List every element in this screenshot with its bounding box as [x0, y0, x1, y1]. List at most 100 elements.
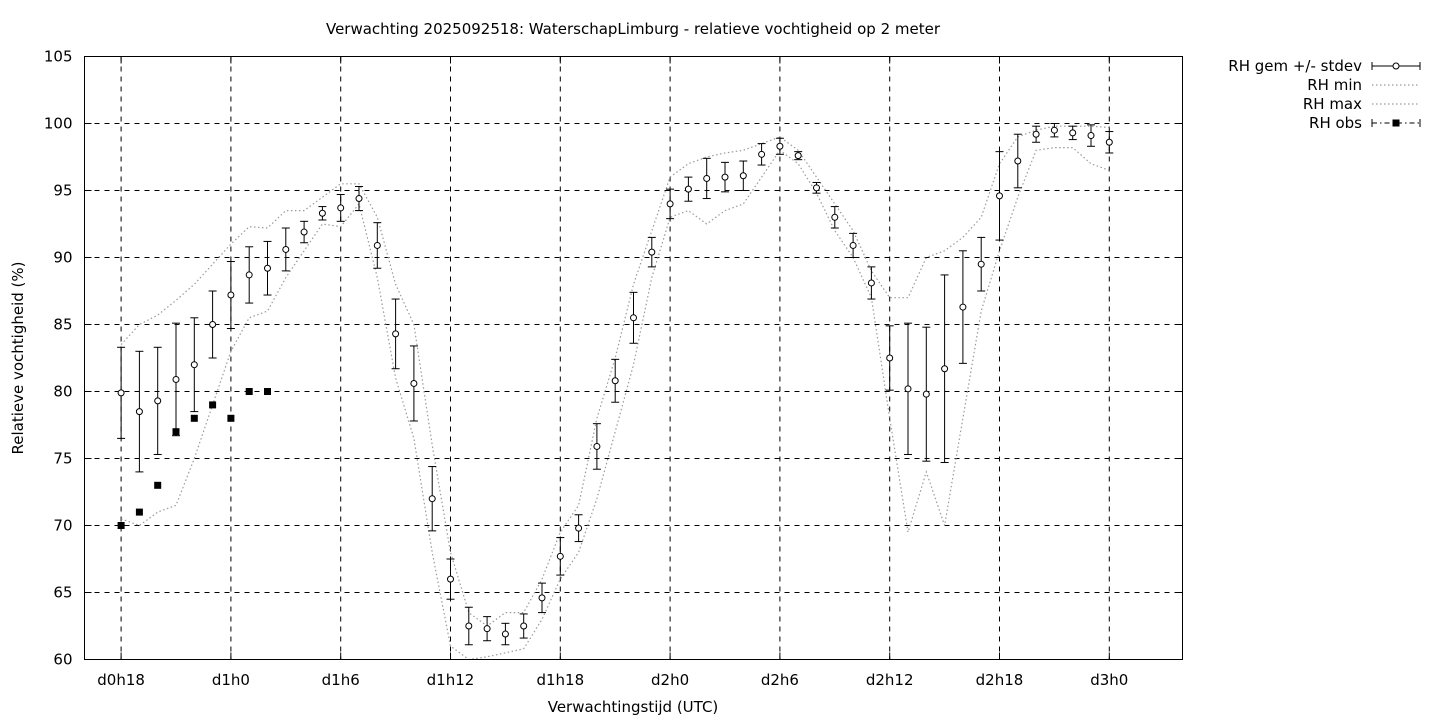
- mean-point: [1087, 132, 1095, 140]
- mean-point: [264, 264, 271, 272]
- mean-point: [959, 303, 967, 311]
- legend-mean-marker: [1392, 62, 1400, 70]
- mean-point: [703, 174, 711, 182]
- mean-point: [410, 379, 418, 387]
- mean-point: [520, 622, 528, 630]
- axis-ticks: 60 65 70 75 80 85 90 95 100 105 d0h18 d1h0 d1h6 d1h12…: [44, 48, 1183, 689]
- mean-point: [392, 330, 400, 338]
- mean-point: [648, 248, 656, 256]
- mean-point: [630, 314, 637, 322]
- legend-obs-marker: [1392, 119, 1400, 127]
- mean-point: [172, 375, 180, 383]
- legend-label: RH gem +/- stdev: [1228, 57, 1362, 75]
- x-tick-label: d1h6: [322, 671, 360, 689]
- mean-point: [1014, 157, 1022, 165]
- mean-point: [245, 271, 253, 279]
- mean-point: [721, 173, 729, 181]
- mean-point: [794, 152, 802, 160]
- mean-point: [556, 552, 564, 560]
- obs-point: [264, 388, 271, 395]
- mean-point: [684, 185, 692, 193]
- mean-point: [593, 442, 601, 450]
- mean-point: [227, 291, 235, 299]
- obs-point: [172, 428, 180, 436]
- mean-point: [465, 622, 473, 630]
- mean-point: [337, 204, 345, 212]
- y-tick-label: 90: [53, 249, 72, 267]
- mean-point: [776, 142, 784, 150]
- y-tick-label: 80: [53, 383, 72, 401]
- x-tick-label: d1h18: [536, 671, 584, 689]
- mean-point: [996, 192, 1003, 200]
- mean-point: [1105, 138, 1113, 146]
- legend-label: RH obs: [1309, 114, 1362, 132]
- mean-point: [849, 241, 857, 249]
- mean-point: [209, 321, 217, 328]
- mean-point: [282, 245, 290, 253]
- y-tick-label: 85: [53, 316, 72, 334]
- mean-point: [538, 594, 546, 602]
- y-tick-label: 95: [53, 182, 72, 200]
- mean-point: [739, 172, 747, 180]
- mean-point: [813, 184, 820, 192]
- mean-point: [941, 365, 949, 373]
- y-tick-label: 100: [44, 115, 73, 133]
- mean-point: [154, 397, 162, 405]
- mean-point: [428, 495, 436, 503]
- mean-point: [447, 575, 454, 583]
- mean-point: [611, 377, 619, 385]
- mean-point: [886, 354, 894, 362]
- mean-point: [483, 625, 491, 633]
- obs-point: [209, 401, 217, 409]
- rh-max-line: [120, 125, 1110, 627]
- legend-label: RH max: [1303, 95, 1362, 113]
- min-max-band: [120, 125, 1110, 661]
- y-tick-label: 60: [53, 651, 72, 669]
- mean-errorbars: [117, 123, 1114, 646]
- y-axis-label: Relatieve vochtigheid (%): [9, 261, 27, 454]
- obs-point: [190, 414, 198, 422]
- x-tick-label: d2h18: [976, 671, 1024, 689]
- legend-sample: [1371, 62, 1421, 70]
- mean-point: [831, 213, 839, 221]
- legend-sample: [1371, 119, 1421, 127]
- plot-frame: [84, 56, 1183, 660]
- mean-point: [575, 524, 583, 532]
- mean-point: [135, 408, 143, 416]
- x-tick-label: d1h12: [427, 671, 475, 689]
- legend-label: RH min: [1307, 76, 1362, 94]
- x-tick-label: d0h18: [97, 671, 145, 689]
- mean-point: [904, 385, 912, 393]
- mean-point: [300, 228, 308, 236]
- mean-point: [318, 209, 326, 217]
- y-tick-label: 105: [44, 48, 73, 66]
- mean-point: [758, 150, 766, 158]
- x-tick-label: d1h0: [212, 671, 250, 689]
- obs-point: [117, 522, 125, 529]
- mean-point: [501, 630, 509, 638]
- x-tick-label: d3h0: [1090, 671, 1128, 689]
- y-tick-label: 75: [53, 450, 72, 468]
- mean-point: [190, 361, 198, 369]
- y-tick-label: 65: [53, 584, 72, 602]
- mean-point: [373, 241, 381, 249]
- x-axis-label: Verwachtingstijd (UTC): [548, 698, 719, 716]
- mean-point: [666, 200, 674, 208]
- chart-title: Verwachting 2025092518: WaterschapLimbur…: [326, 20, 941, 38]
- mean-point: [1069, 129, 1077, 137]
- x-tick-label: d2h0: [651, 671, 689, 689]
- obs-point: [227, 414, 235, 422]
- rh-min-line: [120, 147, 1110, 661]
- mean-point: [977, 260, 985, 268]
- mean-point: [922, 390, 930, 398]
- obs-point: [245, 388, 253, 395]
- obs-point: [154, 481, 162, 489]
- mean-point: [867, 279, 875, 287]
- mean-point: [355, 195, 363, 203]
- x-tick-label: d2h12: [866, 671, 914, 689]
- obs-point: [135, 508, 143, 516]
- x-tick-label: d2h6: [761, 671, 799, 689]
- mean-point: [117, 389, 125, 397]
